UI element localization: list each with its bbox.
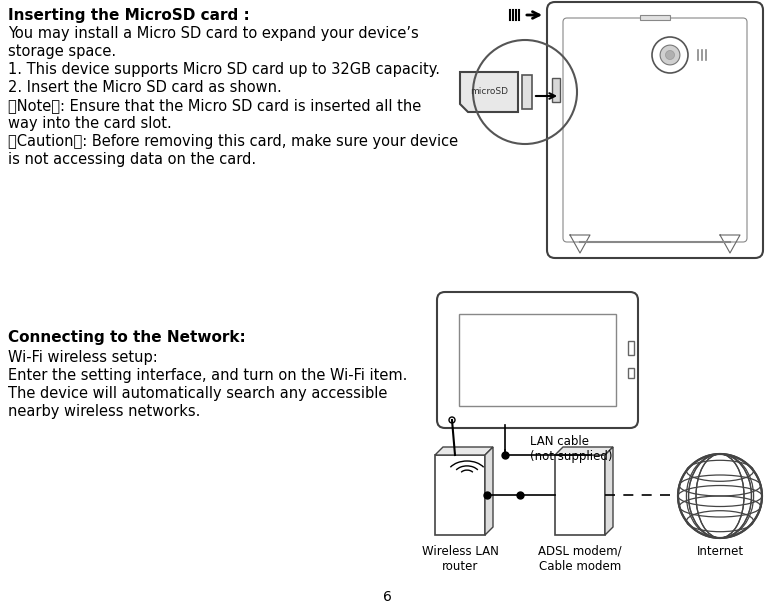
Bar xyxy=(628,368,634,378)
Text: Wireless LAN
router: Wireless LAN router xyxy=(422,545,498,573)
Text: 6: 6 xyxy=(382,590,392,604)
Bar xyxy=(555,455,605,535)
Circle shape xyxy=(660,45,680,65)
Polygon shape xyxy=(605,447,613,535)
Text: Inserting the MicroSD card :: Inserting the MicroSD card : xyxy=(8,8,250,23)
Text: is not accessing data on the card.: is not accessing data on the card. xyxy=(8,152,256,167)
Text: 『Caution』: Before removing this card, make sure your device: 『Caution』: Before removing this card, ma… xyxy=(8,134,458,149)
Text: The device will automatically search any accessible: The device will automatically search any… xyxy=(8,386,387,401)
Bar xyxy=(522,75,532,109)
Bar xyxy=(552,78,560,102)
FancyBboxPatch shape xyxy=(437,292,638,428)
Polygon shape xyxy=(485,447,493,535)
Text: LAN cable
(not supplied): LAN cable (not supplied) xyxy=(530,435,612,463)
Polygon shape xyxy=(460,72,518,112)
Text: Connecting to the Network:: Connecting to the Network: xyxy=(8,330,246,345)
Text: way into the card slot.: way into the card slot. xyxy=(8,116,172,131)
Polygon shape xyxy=(435,447,493,455)
Text: Wi-Fi wireless setup:: Wi-Fi wireless setup: xyxy=(8,350,158,365)
Circle shape xyxy=(666,51,674,60)
Text: 2. Insert the Micro SD card as shown.: 2. Insert the Micro SD card as shown. xyxy=(8,80,282,95)
Bar xyxy=(459,314,616,406)
Circle shape xyxy=(449,417,455,423)
Text: storage space.: storage space. xyxy=(8,44,116,59)
Text: nearby wireless networks.: nearby wireless networks. xyxy=(8,404,200,419)
Circle shape xyxy=(678,454,762,538)
Bar xyxy=(640,15,670,20)
Text: 『Note』: Ensure that the Micro SD card is inserted all the: 『Note』: Ensure that the Micro SD card is… xyxy=(8,98,421,113)
Bar xyxy=(435,455,485,535)
Text: 1. This device supports Micro SD card up to 32GB capacity.: 1. This device supports Micro SD card up… xyxy=(8,62,440,77)
Text: Enter the setting interface, and turn on the Wi-Fi item.: Enter the setting interface, and turn on… xyxy=(8,368,407,383)
Text: You may install a Micro SD card to expand your device’s: You may install a Micro SD card to expan… xyxy=(8,26,419,41)
Text: microSD: microSD xyxy=(470,88,508,97)
FancyBboxPatch shape xyxy=(547,2,763,258)
Bar xyxy=(628,341,634,355)
Text: ADSL modem/
Cable modem: ADSL modem/ Cable modem xyxy=(538,545,622,573)
Text: Internet: Internet xyxy=(697,545,744,558)
Circle shape xyxy=(652,37,688,73)
Polygon shape xyxy=(555,447,613,455)
